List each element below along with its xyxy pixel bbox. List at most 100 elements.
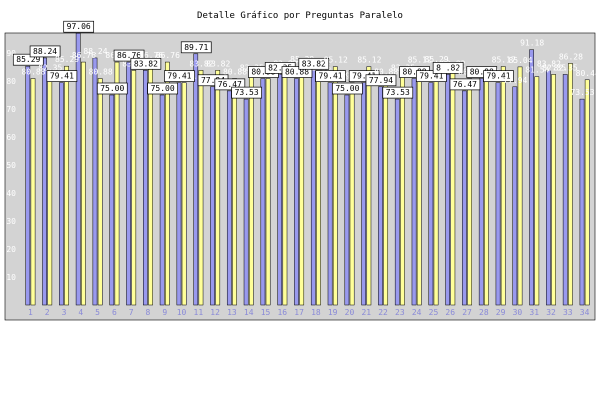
data-label-series-b: 80.88 bbox=[21, 68, 45, 77]
data-label-series-b: 85.04 bbox=[508, 56, 532, 65]
data-label-series-b: 86.76 bbox=[72, 51, 96, 60]
data-label-series-b: 83.82 bbox=[189, 59, 213, 68]
y-tick-label: 30 bbox=[6, 217, 16, 226]
x-tick-label: 20 bbox=[345, 308, 355, 317]
data-label-series-b: 86.28 bbox=[559, 52, 583, 61]
x-tick-label: 22 bbox=[378, 308, 388, 317]
bar-series-a bbox=[176, 82, 182, 306]
data-label-series-a: 79.41 bbox=[319, 72, 343, 81]
bar-series-b bbox=[148, 61, 153, 306]
x-tick-label: 24 bbox=[412, 308, 422, 317]
bar-series-a bbox=[478, 78, 484, 306]
x-tick-label: 31 bbox=[529, 308, 539, 317]
bar-series-a bbox=[210, 86, 215, 306]
data-label-box bbox=[147, 82, 178, 95]
data-label-box bbox=[315, 70, 346, 83]
y-tick-label: 50 bbox=[6, 161, 16, 170]
x-tick-label: 11 bbox=[194, 308, 204, 317]
x-tick-label: 34 bbox=[580, 308, 590, 317]
data-label-series-a: 75.00 bbox=[151, 84, 175, 93]
bar-series-b bbox=[433, 65, 439, 306]
data-label-box bbox=[113, 49, 145, 62]
data-label-series-a: 86.76 bbox=[117, 51, 141, 60]
bar-series-a bbox=[512, 86, 518, 306]
data-label-box bbox=[180, 41, 212, 54]
bar-series-b bbox=[500, 66, 506, 306]
bar-series-a bbox=[143, 70, 148, 306]
bar-series-a bbox=[42, 57, 47, 306]
data-label-series-a: 82.35 bbox=[268, 63, 292, 72]
data-label-box bbox=[214, 78, 246, 91]
bar-series-a bbox=[462, 90, 467, 306]
data-label-series-a: 83.82 bbox=[537, 59, 561, 68]
data-label-series-a: 80.88 bbox=[403, 68, 427, 77]
data-label-series-b: 80.88 bbox=[374, 68, 398, 77]
x-tick-label: 17 bbox=[294, 308, 304, 317]
bars-layer bbox=[25, 32, 590, 306]
data-label-series-a: 80.88 bbox=[251, 68, 275, 77]
y-tick-label: 20 bbox=[6, 245, 16, 254]
data-label-series-a: 77.94 bbox=[503, 76, 527, 85]
bar-series-a bbox=[294, 78, 299, 306]
data-label-series-a: 89.71 bbox=[184, 43, 208, 52]
bar-series-b bbox=[383, 78, 389, 306]
data-label-series-a: 77.94 bbox=[369, 76, 393, 85]
bar-series-a bbox=[495, 82, 501, 306]
data-label-series-a: 76.47 bbox=[218, 80, 242, 89]
x-tick-label: 28 bbox=[479, 308, 489, 317]
bar-series-b bbox=[568, 63, 573, 306]
y-tick-label: 10 bbox=[6, 273, 16, 282]
data-label-series-b: 82.35 bbox=[542, 63, 566, 72]
data-label-series-b: 85.12 bbox=[408, 56, 432, 65]
data-label-series-a: 8 .82 bbox=[436, 63, 460, 72]
data-label-series-a: 73.53 bbox=[386, 88, 410, 97]
data-label-series-a: 88.24 bbox=[33, 47, 57, 56]
data-label-series-a: 79.41 bbox=[486, 72, 510, 81]
x-tick-label: 32 bbox=[546, 308, 556, 317]
data-label-series-b: 83.82 bbox=[206, 59, 230, 68]
data-label-series-b: 82.35 bbox=[38, 63, 62, 72]
data-label-series-a: 79.41 bbox=[419, 72, 443, 81]
x-tick-label: 30 bbox=[513, 308, 523, 317]
data-label-box bbox=[332, 82, 363, 95]
x-tick-label: 23 bbox=[395, 308, 405, 317]
bar-series-b bbox=[114, 61, 120, 306]
data-label-series-a: 82.35 bbox=[554, 63, 578, 72]
y-tick-label: 90 bbox=[6, 49, 16, 58]
bar-series-a bbox=[59, 82, 64, 306]
data-label-series-a: 83.82 bbox=[302, 59, 326, 68]
bar-series-b bbox=[232, 78, 237, 306]
data-label-box bbox=[382, 86, 414, 99]
bar-series-b bbox=[517, 66, 523, 306]
bar-series-b bbox=[349, 82, 355, 306]
x-tick-label: 18 bbox=[311, 308, 321, 317]
x-tick-label: 9 bbox=[162, 308, 167, 317]
x-tick-label: 13 bbox=[227, 308, 237, 317]
bar-series-a bbox=[75, 32, 81, 306]
x-tick-label: 25 bbox=[429, 308, 439, 317]
bar-series-b bbox=[64, 65, 69, 306]
y-tick-label: 40 bbox=[6, 189, 16, 198]
data-label-series-b: 85.12 bbox=[324, 56, 348, 65]
data-label-series-a: 79.41 bbox=[50, 72, 74, 81]
x-tick-label: 26 bbox=[445, 308, 455, 317]
bar-series-b bbox=[450, 70, 456, 306]
data-label-series-a: 79.41 bbox=[352, 72, 376, 81]
bar-series-a bbox=[546, 70, 551, 306]
data-label-series-a: 79.41 bbox=[167, 72, 191, 81]
x-tick-label: 3 bbox=[62, 308, 67, 317]
data-label-series-a: 80.88 bbox=[470, 68, 494, 77]
x-tick-label: 14 bbox=[244, 308, 254, 317]
x-tick-label: 33 bbox=[563, 308, 573, 317]
bar-series-b bbox=[484, 78, 489, 306]
x-tick-label: 16 bbox=[277, 308, 287, 317]
data-label-series-a: 80.88 bbox=[285, 68, 309, 77]
data-label-series-a: 83.82 bbox=[134, 59, 158, 68]
y-tick-label: 60 bbox=[6, 133, 16, 142]
bar-series-b bbox=[282, 70, 288, 306]
data-label-box bbox=[416, 70, 447, 83]
y-axis-ticks: 10 20 30 40 50 60 70 80 90 bbox=[6, 49, 16, 282]
bar-series-b bbox=[215, 70, 221, 306]
